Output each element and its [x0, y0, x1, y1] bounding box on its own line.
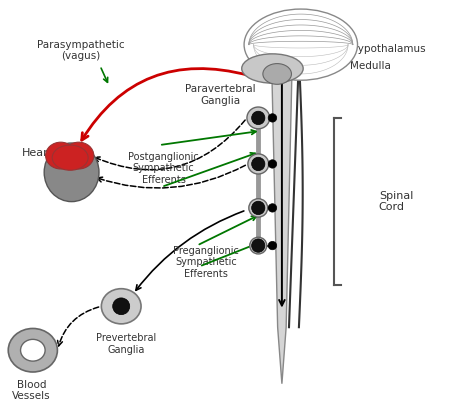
Ellipse shape: [247, 107, 270, 129]
Ellipse shape: [252, 201, 265, 215]
Ellipse shape: [268, 241, 277, 250]
Ellipse shape: [249, 199, 268, 217]
Ellipse shape: [113, 298, 130, 315]
Text: Paravertebral
Ganglia: Paravertebral Ganglia: [185, 84, 256, 106]
Text: Postganglionic
Sympathetic
Efferents: Postganglionic Sympathetic Efferents: [128, 152, 199, 185]
Ellipse shape: [263, 63, 292, 84]
Text: Prevertebral
Ganglia: Prevertebral Ganglia: [96, 333, 156, 355]
Text: Blood
Vessels: Blood Vessels: [12, 380, 51, 401]
Text: Preganglionic
Sympathetic
Efferents: Preganglionic Sympathetic Efferents: [173, 246, 239, 279]
Text: Hypothalamus: Hypothalamus: [350, 44, 426, 54]
Ellipse shape: [250, 237, 267, 254]
Text: Heart: Heart: [22, 149, 53, 158]
Ellipse shape: [244, 9, 357, 80]
Ellipse shape: [268, 160, 277, 168]
Ellipse shape: [44, 143, 99, 202]
Ellipse shape: [52, 145, 88, 170]
Ellipse shape: [64, 142, 94, 169]
Text: Medulla: Medulla: [350, 60, 392, 71]
Ellipse shape: [46, 142, 76, 169]
Ellipse shape: [8, 328, 57, 372]
Text: Spinal
Cord: Spinal Cord: [379, 191, 413, 213]
Ellipse shape: [248, 154, 269, 174]
Ellipse shape: [101, 289, 141, 324]
Ellipse shape: [20, 339, 45, 361]
Ellipse shape: [252, 239, 265, 252]
Ellipse shape: [268, 204, 277, 212]
Ellipse shape: [242, 54, 303, 83]
Ellipse shape: [252, 111, 265, 125]
Ellipse shape: [252, 157, 265, 171]
Text: Parasympathetic
(vagus): Parasympathetic (vagus): [37, 40, 125, 61]
Polygon shape: [272, 57, 292, 384]
Ellipse shape: [268, 114, 277, 122]
